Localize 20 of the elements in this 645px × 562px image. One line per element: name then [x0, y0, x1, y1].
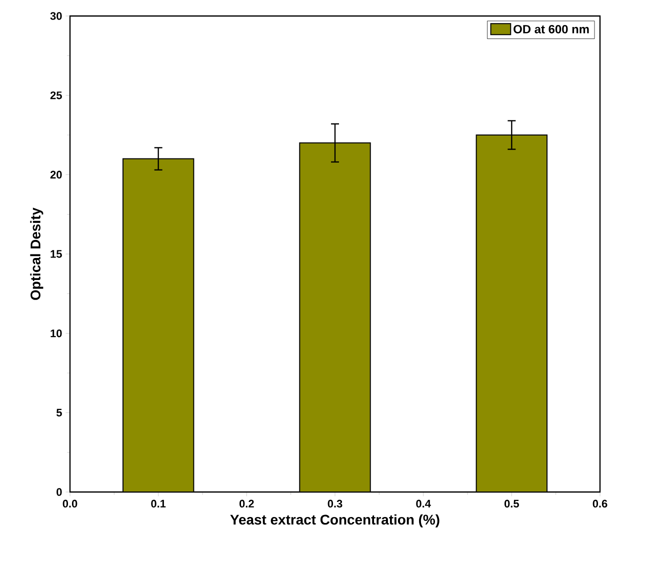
x-tick-label: 0.4 — [416, 500, 431, 508]
bar — [122, 158, 194, 492]
x-tick-label: 0.3 — [328, 500, 342, 508]
y-tick-label: 30 — [50, 12, 62, 20]
y-tick-label: 25 — [50, 91, 62, 100]
bar — [476, 134, 548, 492]
bar — [299, 142, 371, 492]
x-tick-label: 0.5 — [504, 500, 519, 508]
x-axis-title: Yeast extract Concentration (%) — [230, 514, 440, 528]
y-tick-label: 0 — [56, 488, 62, 496]
legend-label: OD at 600 nm — [514, 24, 589, 34]
x-tick-label: 0.0 — [62, 500, 78, 508]
x-tick-label: 0.1 — [151, 500, 166, 508]
x-tick-label: 0.6 — [592, 500, 608, 508]
y-axis-title: Optical Desity — [30, 208, 44, 300]
y-tick-label: 20 — [50, 170, 62, 179]
y-tick-label: 15 — [50, 250, 62, 258]
y-tick-label: 5 — [56, 408, 62, 416]
y-tick-label: 10 — [50, 329, 62, 338]
x-tick-label: 0.2 — [239, 500, 254, 508]
